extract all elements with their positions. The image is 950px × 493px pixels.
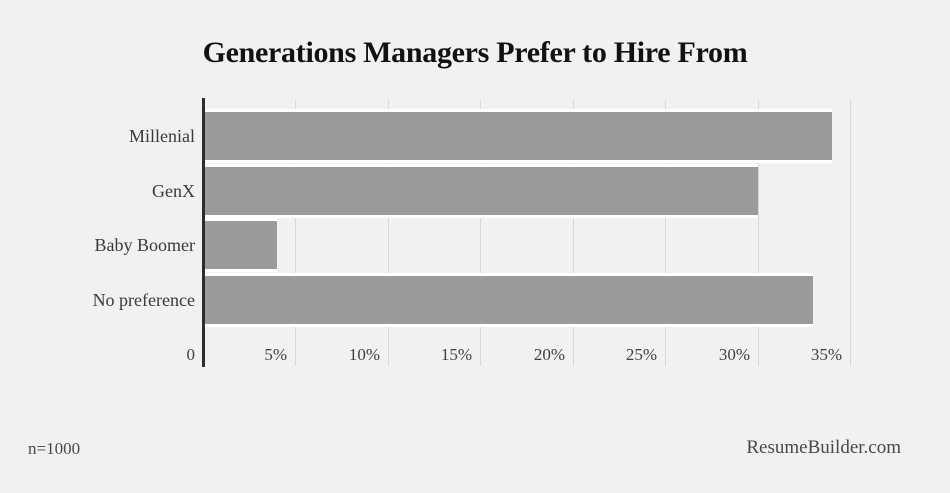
x-tick-label: 20% (533, 345, 565, 364)
bar-baby-boomer (205, 221, 277, 269)
category-label-no-preference: No preference (92, 290, 195, 310)
category-label-baby-boomer: Baby Boomer (94, 235, 196, 255)
chart-title: Generations Managers Prefer to Hire From (202, 36, 748, 69)
x-tick-label: 10% (348, 345, 380, 364)
category-label-genx: GenX (152, 181, 195, 201)
gridline-5% (295, 100, 296, 366)
gridline-10% (388, 100, 389, 366)
gridline-30% (758, 100, 759, 366)
x-tick-label: 35% (810, 345, 842, 364)
gridline-35% (850, 100, 851, 366)
x-tick-label: 30% (718, 345, 750, 364)
x-tick-label: 0 (186, 345, 196, 364)
sample-size-label: n=1000 (28, 439, 81, 458)
x-tick-label: 25% (625, 345, 657, 364)
source-label: ResumeBuilder.com (746, 437, 901, 458)
gridline-20% (573, 100, 574, 366)
gridline-15% (480, 100, 481, 366)
y-axis-line (202, 98, 205, 367)
x-tick-label: 5% (264, 345, 287, 364)
bar-no-preference (205, 276, 813, 324)
x-tick-label: 15% (440, 345, 472, 364)
bar-genx (205, 167, 758, 215)
category-label-millenial: Millenial (129, 126, 195, 146)
gridline-25% (665, 100, 666, 366)
bar-millenial (205, 112, 832, 160)
